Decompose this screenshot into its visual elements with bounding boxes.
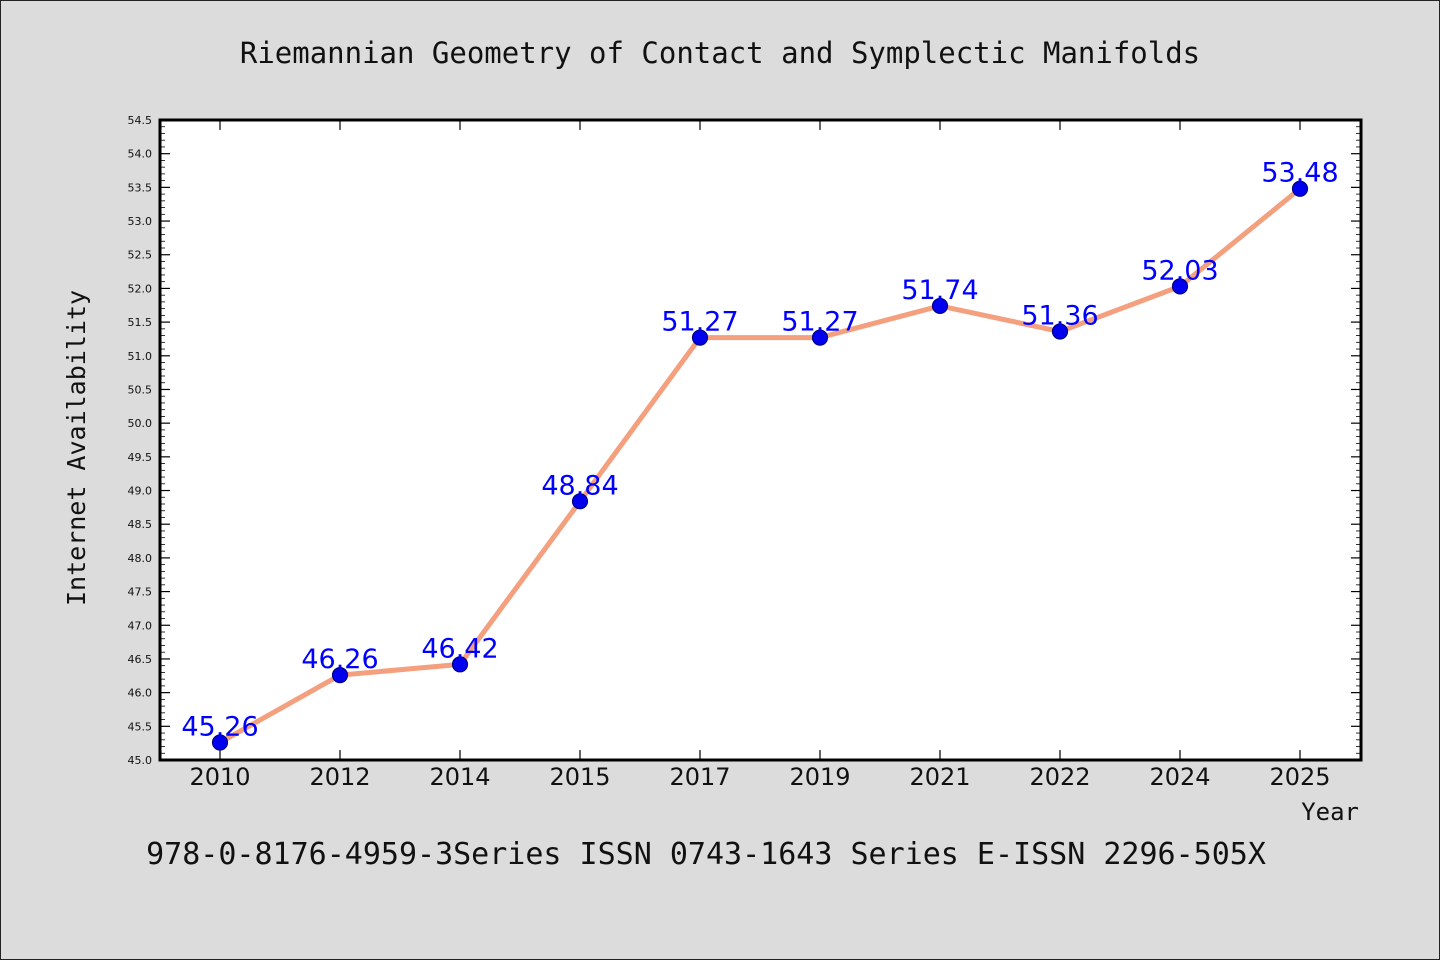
data-label: 46.26 bbox=[301, 644, 378, 675]
y-axis: 45.0 45.5 46.0 46.5 47.0 47.5 48.0 48.5 49.0 49.5… bbox=[128, 114, 1361, 767]
y-tick-label: 50.5 bbox=[128, 383, 153, 396]
data-label: 51.27 bbox=[781, 307, 858, 338]
data-label: 45.26 bbox=[181, 711, 258, 742]
x-tick-label: 2015 bbox=[549, 763, 610, 791]
y-axis-label: Internet Availability bbox=[62, 290, 91, 606]
y-tick-label: 48.0 bbox=[128, 552, 153, 565]
y-tick-label: 50.0 bbox=[128, 417, 153, 430]
x-tick-label: 2017 bbox=[669, 763, 730, 791]
chart-title: Riemannian Geometry of Contact and Sympl… bbox=[240, 36, 1200, 70]
x-axis-label: Year bbox=[1301, 798, 1359, 826]
y-tick-label: 47.0 bbox=[128, 619, 153, 632]
data-label: 53.48 bbox=[1261, 158, 1338, 189]
y-tick-label: 47.5 bbox=[128, 586, 153, 599]
data-label: 52.03 bbox=[1141, 255, 1218, 286]
data-label-group: 45.26 46.26 46.42 48.84 51.27 51.27 51.74 51.36… bbox=[181, 158, 1338, 743]
x-tick-label: 2012 bbox=[309, 763, 370, 791]
data-label: 48.84 bbox=[541, 470, 618, 501]
series-line-group bbox=[211, 180, 1309, 751]
y-tick-label: 49.5 bbox=[128, 451, 153, 464]
x-tick-label: 2021 bbox=[909, 763, 970, 791]
data-label: 51.36 bbox=[1021, 301, 1098, 332]
data-label: 51.74 bbox=[901, 275, 978, 306]
data-point bbox=[1171, 278, 1189, 295]
data-point bbox=[1051, 323, 1069, 340]
x-tick-label: 2014 bbox=[429, 763, 490, 791]
data-point bbox=[931, 297, 949, 315]
data-point bbox=[1291, 180, 1309, 197]
footer-isbn-text: 978-0-8176-4959-3Series ISSN 0743-1643 S… bbox=[146, 837, 1266, 872]
data-point bbox=[571, 493, 589, 510]
series-line bbox=[217, 186, 1303, 745]
y-tick-label: 53.0 bbox=[128, 215, 153, 228]
y-tick-label: 49.0 bbox=[128, 485, 153, 498]
data-point bbox=[811, 329, 829, 346]
x-tick-label: 2019 bbox=[789, 763, 850, 791]
x-axis: 2010 2012 2014 2015 2017 2019 2021 2022 2024 2025 bbox=[189, 120, 1331, 791]
y-tick-label: 45.5 bbox=[128, 720, 153, 733]
x-tick-label: 2010 bbox=[189, 763, 250, 791]
y-tick-label: 52.0 bbox=[128, 282, 153, 295]
y-tick-label: 51.0 bbox=[128, 350, 153, 363]
x-tick-label: 2022 bbox=[1029, 763, 1090, 791]
data-point bbox=[331, 667, 349, 684]
x-tick-label: 2025 bbox=[1269, 763, 1330, 791]
x-tick-label: 2024 bbox=[1149, 763, 1210, 791]
y-tick-label: 54.5 bbox=[128, 114, 153, 127]
y-tick-label: 46.5 bbox=[128, 653, 153, 666]
y-tick-label: 46.0 bbox=[128, 687, 153, 700]
y-tick-label: 48.5 bbox=[128, 518, 153, 531]
data-point bbox=[451, 656, 469, 673]
plot-area bbox=[158, 118, 1363, 762]
y-tick-label: 52.5 bbox=[128, 249, 153, 262]
data-point bbox=[691, 329, 709, 346]
data-label: 51.27 bbox=[661, 307, 738, 338]
y-tick-label: 54.0 bbox=[128, 148, 153, 161]
data-label: 46.42 bbox=[421, 633, 498, 664]
y-tick-label: 51.5 bbox=[128, 316, 153, 329]
y-tick-label: 53.5 bbox=[128, 181, 153, 194]
y-tick-label: 45.0 bbox=[128, 754, 153, 767]
data-point bbox=[211, 734, 229, 751]
